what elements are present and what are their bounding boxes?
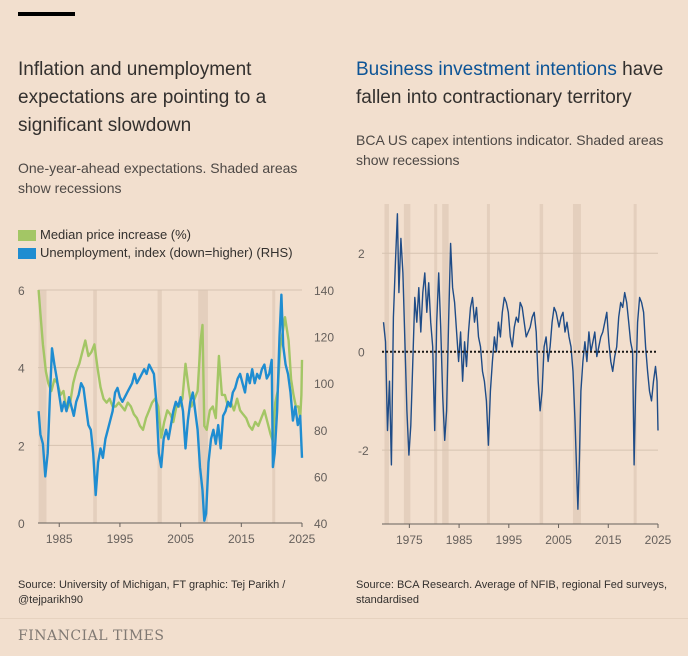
x-tick-label: 1995 bbox=[495, 533, 522, 547]
x-tick-label: 2005 bbox=[545, 533, 572, 547]
ft-accent-bar bbox=[18, 12, 75, 16]
legend-swatch-unemployment bbox=[18, 247, 36, 259]
y-right-tick-label: 120 bbox=[314, 331, 334, 345]
recession-band bbox=[93, 290, 97, 523]
right-chart-source: Source: BCA Research. Average of NFIB, r… bbox=[356, 579, 668, 606]
right-chart-subtitle: BCA US capex intentions indicator. Shade… bbox=[356, 132, 664, 168]
y-right-tick-label: 80 bbox=[314, 424, 328, 438]
recession-band bbox=[38, 290, 47, 523]
x-tick-label: 2025 bbox=[645, 533, 672, 547]
x-tick-label: 1975 bbox=[396, 533, 423, 547]
y-left-tick-label: 0 bbox=[18, 517, 25, 531]
financial-times-logo: FINANCIAL TIMES bbox=[18, 628, 165, 644]
x-tick-label: 2015 bbox=[228, 532, 255, 546]
x-tick-label: 2025 bbox=[289, 532, 316, 546]
recession-band bbox=[403, 204, 411, 524]
y-tick-label: 2 bbox=[358, 247, 365, 261]
legend-item-unemployment: Unemployment, index (down=higher) (RHS) bbox=[18, 244, 293, 262]
x-tick-label: 2015 bbox=[595, 533, 622, 547]
x-tick-label: 1985 bbox=[446, 533, 473, 547]
left-chart-title: Inflation and unemployment expectations … bbox=[18, 59, 267, 136]
x-tick-label: 2005 bbox=[167, 532, 194, 546]
legend-item-inflation: Median price increase (%) bbox=[18, 226, 293, 244]
recession-band bbox=[157, 290, 162, 523]
legend-label-inflation: Median price increase (%) bbox=[40, 227, 192, 242]
right-chart-title-highlight: Business investment intentions bbox=[356, 59, 617, 80]
left-chart-legend: Median price increase (%) Unemployment, … bbox=[18, 226, 293, 262]
recession-band bbox=[572, 204, 581, 524]
y-right-tick-label: 140 bbox=[314, 284, 334, 298]
y-right-tick-label: 100 bbox=[314, 377, 334, 391]
left-chart-subtitle: One-year-ahead expectations. Shaded area… bbox=[18, 160, 298, 196]
y-tick-label: 0 bbox=[358, 346, 365, 360]
y-left-tick-label: 4 bbox=[18, 362, 25, 376]
left-line-chart: 0 2 4 6 40 60 80 100 120 140 1985 1995 2005 2015 2025 bbox=[18, 284, 334, 546]
recession-band bbox=[539, 204, 544, 524]
right-line-chart: 2 0 -2 1975 1985 1995 2005 2015 2025 bbox=[358, 204, 672, 547]
y-left-tick-label: 2 bbox=[18, 439, 25, 453]
legend-label-unemployment: Unemployment, index (down=higher) (RHS) bbox=[40, 245, 293, 260]
series-line-unemployment bbox=[37, 293, 304, 522]
recession-band bbox=[486, 204, 490, 524]
recession-band bbox=[384, 204, 389, 524]
right-chart-title: Business investment intentions have fall… bbox=[356, 56, 676, 112]
y-right-tick-label: 40 bbox=[314, 517, 328, 531]
footer-divider bbox=[0, 618, 688, 619]
right-chart-title-rest: have fallen into contractionary territor… bbox=[356, 59, 664, 108]
y-right-tick-label: 60 bbox=[314, 470, 328, 484]
series-line-capex bbox=[382, 213, 659, 510]
recession-band bbox=[442, 204, 449, 524]
x-tick-label: 1995 bbox=[107, 532, 134, 546]
recession-band bbox=[272, 290, 276, 523]
y-tick-label: -2 bbox=[358, 444, 369, 458]
y-left-tick-label: 6 bbox=[18, 284, 25, 298]
legend-swatch-inflation bbox=[18, 229, 36, 241]
left-chart-source: Source: University of Michigan, FT graph… bbox=[18, 579, 286, 606]
recession-band bbox=[633, 204, 637, 524]
x-tick-label: 1985 bbox=[46, 532, 73, 546]
